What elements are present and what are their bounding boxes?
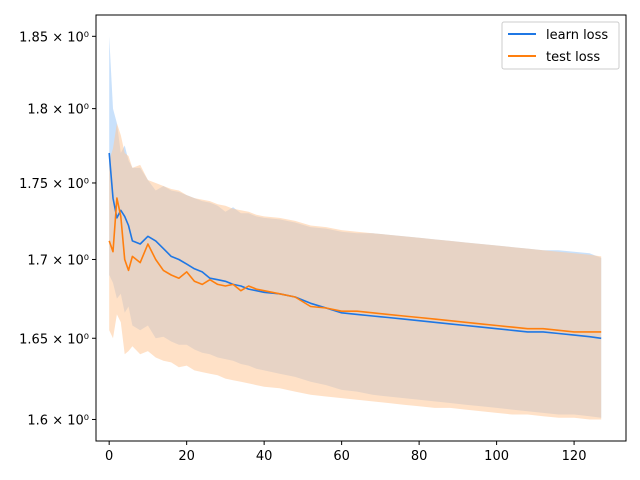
- y-tick-label: 1.85 × 10⁰: [19, 30, 89, 45]
- y-axis: 1.6 × 10⁰ 1.65 × 10⁰ 1.7 × 10⁰ 1.75 × 10⁰ 1.…: [19, 30, 96, 428]
- x-axis: 0 20 40 60 80 100 120: [105, 441, 586, 464]
- learn-loss-line: [108, 152, 602, 340]
- legend-test-loss-label: test loss: [546, 50, 600, 65]
- x-tick-label: 80: [411, 449, 428, 464]
- x-tick-label: 100: [484, 449, 509, 464]
- y-tick-label: 1.6 × 10⁰: [27, 413, 89, 428]
- legend: learn loss test loss: [501, 21, 620, 70]
- y-tick-label: 1.65 × 10⁰: [19, 332, 89, 347]
- series-lines: [108, 152, 602, 340]
- x-tick-label: 120: [562, 449, 587, 464]
- x-tick-label: 0: [105, 449, 113, 464]
- test-loss-line: [108, 197, 602, 333]
- x-tick-label: 60: [333, 449, 350, 464]
- x-tick-label: 20: [178, 449, 195, 464]
- x-tick-label: 40: [256, 449, 273, 464]
- y-tick-label: 1.75 × 10⁰: [19, 177, 89, 192]
- y-tick-label: 1.7 × 10⁰: [27, 253, 89, 268]
- y-tick-label: 1.8 × 10⁰: [27, 103, 89, 118]
- legend-learn-loss-label: learn loss: [546, 28, 608, 43]
- test-loss-band: [109, 123, 602, 420]
- confidence-bands: [109, 36, 602, 420]
- axes-frame: [95, 14, 627, 442]
